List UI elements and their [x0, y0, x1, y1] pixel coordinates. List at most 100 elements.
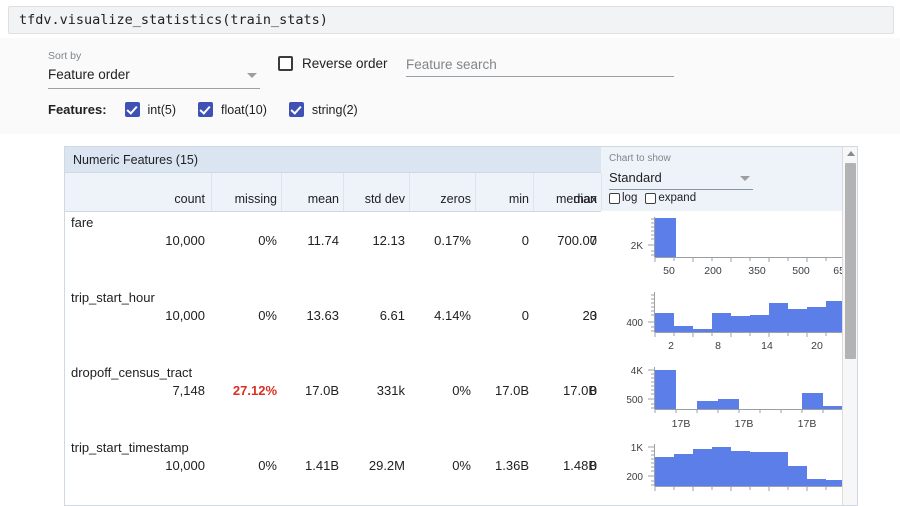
reverse-order-label: Reverse order — [302, 56, 388, 71]
histogram-svg: 4K 500 — [626, 366, 845, 430]
stat-min: 1.36B — [495, 458, 529, 473]
feature-stats: 10,000 0% 13.63 6.61 4.14% 0 0 23 — [65, 308, 601, 328]
column-divider — [475, 173, 476, 211]
charts-scrollbar[interactable] — [842, 147, 857, 505]
feature-type-float[interactable]: float(10) — [198, 102, 267, 117]
stat-missing: 0% — [258, 458, 277, 473]
stat-median: 0 — [589, 233, 597, 248]
x-tick-label: 500 — [792, 265, 810, 277]
column-header-min[interactable]: min — [508, 192, 529, 206]
feature-type-float-label: float(10) — [221, 102, 267, 117]
column-divider — [281, 173, 282, 211]
table-row[interactable]: trip_start_hour 10,000 0% 13.63 6.61 4.1… — [65, 286, 857, 361]
stat-mean: 1.41B — [305, 458, 339, 473]
table-row[interactable]: dropoff_census_tract 7,148 27.12% 17.0B … — [65, 361, 857, 436]
code-cell: tfdv.visualize_statistics(train_stats) — [8, 6, 894, 34]
feature-type-string[interactable]: string(2) — [288, 102, 358, 117]
column-header-zeros[interactable]: zeros — [440, 192, 471, 206]
x-tick-label: 50 — [663, 265, 675, 277]
column-divider — [601, 173, 602, 211]
svg-text:200: 200 — [626, 472, 643, 483]
svg-text:2K: 2K — [631, 241, 644, 252]
feature-type-int[interactable]: int(5) — [124, 102, 177, 117]
feature-histogram-dropoff-census-tract[interactable]: 4K 500 — [605, 361, 853, 436]
feature-name: fare — [71, 215, 94, 230]
checkbox-checked-icon[interactable] — [288, 102, 304, 117]
feature-name: trip_start_timestamp — [71, 440, 189, 455]
stat-median: 0 — [589, 383, 597, 398]
column-divider — [343, 173, 344, 211]
checkbox-box[interactable] — [278, 56, 293, 71]
column-header-stddev[interactable]: std dev — [364, 192, 405, 206]
histogram-svg: 1K 200 — [626, 443, 846, 491]
feature-histogram-trip-start-hour[interactable]: 400 — [605, 286, 853, 361]
expand-checkbox[interactable]: expand — [645, 192, 696, 204]
feature-stats: 10,000 0% 1.41B 29.2M 0% 1.36B 0 1.48B — [65, 458, 601, 478]
histogram-svg: 400 — [626, 292, 846, 352]
stat-min: 0 — [521, 308, 529, 323]
sort-by-field[interactable]: Feature order — [48, 65, 260, 89]
section-title: Numeric Features (15) — [65, 147, 601, 173]
chart-to-show-field[interactable]: Standard — [609, 168, 753, 190]
x-tick-label: 17B — [798, 418, 817, 430]
chart-to-show-select[interactable]: Standard — [609, 168, 753, 190]
stat-count: 7,148 — [172, 383, 205, 398]
stat-max: 23 — [582, 308, 597, 323]
feature-search-wrap — [406, 56, 674, 77]
feature-histogram-trip-start-timestamp[interactable]: 1K 200 — [605, 436, 853, 505]
svg-text:500: 500 — [626, 395, 643, 406]
stat-zeros: 0% — [452, 383, 471, 398]
log-label: log — [622, 192, 638, 204]
column-header-count[interactable]: count — [174, 192, 205, 206]
stat-max: 17.0B — [563, 383, 597, 398]
column-header-median[interactable]: median — [556, 192, 597, 206]
column-header-missing[interactable]: missing — [234, 192, 277, 206]
feature-type-int-label: int(5) — [147, 102, 177, 117]
column-header-max[interactable]: max — [573, 192, 597, 206]
x-tick-label: 2 — [668, 340, 674, 352]
column-header-mean[interactable]: mean — [307, 192, 339, 206]
scrollbar-thumb[interactable] — [845, 163, 856, 359]
chevron-down-icon — [740, 176, 750, 181]
controls-row-primary: Sort by Feature order — [48, 50, 260, 90]
x-tick-label: 17B — [672, 418, 691, 430]
x-tick-label: 17B — [735, 418, 754, 430]
x-tick-label: 350 — [748, 265, 766, 277]
stat-count: 10,000 — [165, 458, 205, 473]
code-cell-text: tfdv.visualize_statistics(train_stats) — [19, 12, 328, 28]
checkbox-checked-icon[interactable] — [124, 102, 140, 117]
feature-search-input[interactable] — [406, 57, 674, 77]
stat-missing: 0% — [258, 233, 277, 248]
table-row[interactable]: fare 10,000 0% 11.74 12.13 0.17% 0 0 700… — [65, 211, 857, 286]
table-row[interactable]: trip_start_timestamp 10,000 0% 1.41B 29.… — [65, 436, 857, 505]
sort-by-select[interactable]: Sort by Feature order — [48, 50, 260, 89]
expand-label: expand — [658, 192, 697, 204]
stat-mean: 11.74 — [307, 233, 339, 248]
stat-missing: 27.12% — [232, 383, 277, 398]
reverse-order-checkbox[interactable]: Reverse order — [278, 56, 388, 71]
controls-panel: Sort by Feature order Reverse order Feat… — [0, 38, 900, 135]
features-label: Features: — [48, 102, 107, 117]
stat-zeros: 0% — [452, 458, 471, 473]
svg-text:400: 400 — [626, 318, 643, 329]
stat-stddev: 12.13 — [372, 233, 405, 248]
feature-type-string-label: string(2) — [311, 102, 358, 117]
checkbox-box[interactable] — [645, 192, 657, 204]
histogram-svg: 2K — [631, 217, 851, 277]
chart-to-show-label: Chart to show — [609, 153, 671, 164]
checkbox-box[interactable] — [609, 192, 620, 204]
log-checkbox[interactable]: log — [609, 192, 637, 204]
svg-text:1K: 1K — [631, 443, 644, 454]
column-divider — [533, 173, 534, 211]
stat-count: 10,000 — [165, 308, 205, 323]
feature-name: trip_start_hour — [71, 290, 155, 305]
table-column-headers: count missing mean std dev zeros min med… — [65, 173, 602, 212]
stat-zeros: 4.14% — [434, 308, 471, 323]
feature-histogram-fare[interactable]: 2K — [605, 211, 853, 286]
x-tick-label: 20 — [811, 340, 823, 352]
stat-stddev: 6.61 — [379, 308, 405, 323]
feature-type-filters: Features: int(5) float(10) string(2) — [48, 102, 380, 117]
checkbox-checked-icon[interactable] — [198, 102, 214, 117]
caret-up-icon[interactable] — [846, 151, 855, 156]
